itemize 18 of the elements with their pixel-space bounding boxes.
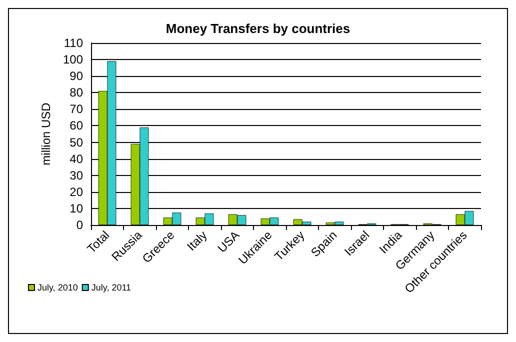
y-tick-label: 80: [70, 86, 84, 100]
y-tick-label: 50: [70, 135, 84, 150]
y-tick-label: 0: [76, 218, 84, 232]
y-tick-label: 110: [64, 36, 84, 50]
x-tick-label: Italy: [184, 228, 210, 254]
x-tick-label: USA: [214, 228, 242, 256]
y-tick-label: 70: [70, 102, 84, 116]
y-axis-title: million USD: [39, 102, 54, 166]
y-tick-label: 100: [62, 52, 84, 67]
y-tick-label: 90: [70, 69, 84, 84]
legend-label: July, 2010: [38, 282, 78, 292]
legend-label: July, 2011: [91, 282, 132, 292]
y-tick-label: 30: [70, 168, 84, 182]
y-tick-label: 40: [70, 152, 84, 166]
y-tick-label: 10: [70, 201, 84, 216]
y-tick-label: 20: [70, 184, 84, 199]
chart-title: Money Transfers by countries: [166, 21, 350, 36]
y-tick-label: 60: [70, 118, 84, 133]
